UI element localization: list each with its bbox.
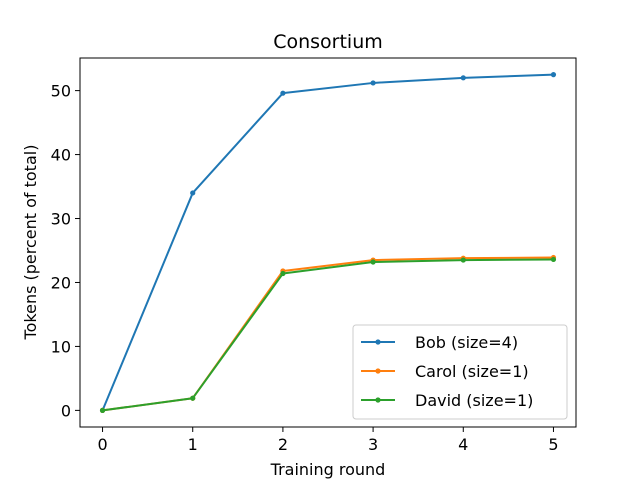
plot-frame bbox=[79, 57, 577, 428]
data-point-0-5 bbox=[550, 72, 557, 78]
x-tick-label: 1 bbox=[188, 435, 198, 454]
x-axis-label: Training round bbox=[270, 460, 386, 479]
y-tick-label: 10 bbox=[51, 337, 71, 356]
legend: Bob (size=4) Carol (size=1) David (size=1) bbox=[352, 324, 568, 420]
series-line-2 bbox=[102, 258, 554, 412]
data-point-0-3 bbox=[370, 80, 376, 86]
y-tick-label: 20 bbox=[51, 273, 71, 292]
y-tick-label: 50 bbox=[51, 82, 71, 101]
x-tick-label: 0 bbox=[97, 435, 107, 454]
legend-label-1: Carol (size=1) bbox=[415, 362, 529, 381]
data-point-2-4 bbox=[460, 257, 466, 263]
x-tick-label: 3 bbox=[368, 435, 378, 454]
data-point-2-5 bbox=[550, 256, 557, 263]
chart-title: Consortium bbox=[273, 31, 383, 53]
x-tick-label: 2 bbox=[278, 435, 288, 454]
data-point-0-2 bbox=[280, 90, 286, 96]
legend-label-2: David (size=1) bbox=[415, 391, 533, 410]
y-tick-label: 0 bbox=[61, 401, 71, 420]
data-point-2-2 bbox=[280, 270, 286, 277]
y-axis: 0 10 20 30 40 50 bbox=[51, 82, 80, 420]
x-axis: 0 1 2 3 4 5 bbox=[97, 427, 559, 454]
x-tick-label: 5 bbox=[548, 435, 558, 454]
y-tick-label: 30 bbox=[51, 210, 71, 229]
series-line-0 bbox=[101, 73, 554, 411]
data-point-0-1 bbox=[190, 190, 196, 196]
data-point-2-0 bbox=[99, 407, 106, 413]
y-axis-label: Tokens (percent of total) bbox=[21, 145, 40, 341]
data-point-2-3 bbox=[370, 259, 376, 265]
legend-label-0: Bob (size=4) bbox=[415, 333, 518, 352]
y-tick-label: 40 bbox=[51, 146, 71, 165]
data-point-0-4 bbox=[460, 75, 466, 81]
legend-box bbox=[352, 324, 568, 420]
data-point-2-1 bbox=[190, 395, 196, 401]
legend-marker-2 bbox=[375, 397, 381, 403]
plot-area bbox=[99, 72, 557, 413]
x-tick-label: 4 bbox=[458, 435, 468, 454]
legend-marker-1 bbox=[375, 368, 381, 374]
legend-marker-0 bbox=[375, 339, 381, 345]
